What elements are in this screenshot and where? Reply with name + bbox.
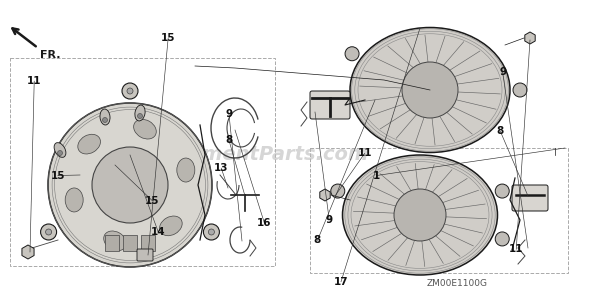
Text: 9: 9: [326, 215, 333, 225]
Text: ZM00E1100G: ZM00E1100G: [427, 278, 488, 288]
Circle shape: [204, 224, 219, 240]
Circle shape: [345, 47, 359, 61]
Circle shape: [41, 224, 57, 240]
Text: 15: 15: [51, 171, 65, 181]
Circle shape: [331, 184, 345, 198]
Text: 8: 8: [497, 126, 504, 136]
Text: FR.: FR.: [40, 50, 61, 60]
Ellipse shape: [350, 27, 510, 153]
Circle shape: [402, 62, 458, 118]
Text: 9: 9: [225, 109, 232, 119]
Text: 15: 15: [145, 196, 159, 206]
Ellipse shape: [100, 109, 110, 125]
Text: 13: 13: [214, 163, 228, 173]
Ellipse shape: [134, 119, 156, 139]
Circle shape: [394, 189, 446, 241]
FancyBboxPatch shape: [137, 249, 153, 261]
Circle shape: [45, 229, 51, 235]
Text: 8: 8: [225, 135, 232, 145]
Ellipse shape: [78, 134, 100, 154]
Circle shape: [92, 147, 168, 223]
Text: 17: 17: [334, 277, 348, 287]
Circle shape: [495, 184, 509, 198]
Text: 15: 15: [161, 33, 175, 43]
Circle shape: [122, 83, 138, 99]
Text: 1: 1: [373, 171, 380, 181]
Text: eReplacementParts.com: eReplacementParts.com: [103, 145, 369, 164]
Text: 11: 11: [27, 76, 41, 86]
FancyBboxPatch shape: [141, 235, 155, 251]
FancyBboxPatch shape: [512, 185, 548, 211]
FancyBboxPatch shape: [310, 91, 350, 119]
FancyBboxPatch shape: [123, 235, 137, 251]
Circle shape: [48, 103, 212, 267]
Text: 9: 9: [499, 67, 506, 77]
Ellipse shape: [54, 143, 66, 157]
Text: 14: 14: [151, 227, 165, 237]
Ellipse shape: [135, 105, 145, 121]
Ellipse shape: [104, 231, 126, 251]
Circle shape: [137, 114, 143, 119]
Text: 11: 11: [509, 244, 523, 254]
Ellipse shape: [159, 216, 182, 236]
FancyBboxPatch shape: [105, 235, 119, 251]
Circle shape: [513, 83, 527, 97]
Text: 11: 11: [358, 148, 372, 158]
Circle shape: [208, 229, 214, 235]
Ellipse shape: [177, 158, 195, 182]
Circle shape: [103, 117, 107, 122]
Circle shape: [127, 88, 133, 94]
Circle shape: [495, 232, 509, 246]
Circle shape: [57, 150, 63, 155]
Text: 16: 16: [257, 218, 271, 228]
Ellipse shape: [343, 155, 497, 275]
Text: 8: 8: [314, 235, 321, 245]
Ellipse shape: [65, 188, 83, 212]
